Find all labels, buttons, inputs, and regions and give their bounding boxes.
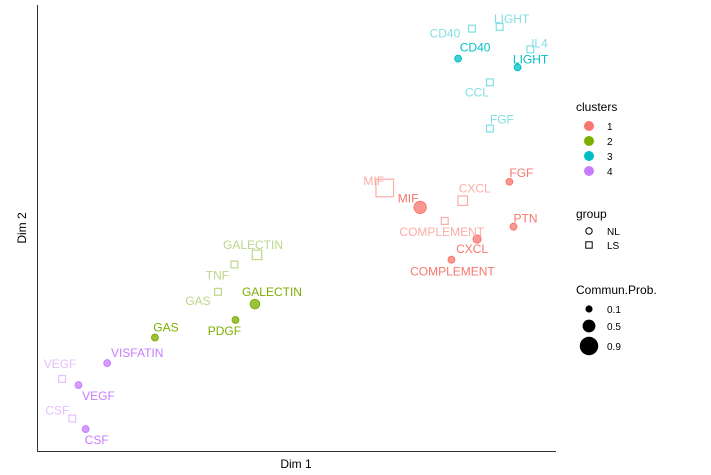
data-point [505,177,514,186]
point-label: FGF [509,166,533,180]
legend: clusters group Commun.Prob. 1 2 3 4 NL LS 0.1 0… [576,100,657,356]
data-point [472,234,482,244]
legend-prob-key [585,305,593,313]
point-label: PTN [513,212,537,226]
point-label: GAS [153,321,178,335]
legend-cluster-key [584,136,594,146]
point-label: GAS [185,294,210,308]
legend-group-label: NL [607,227,620,238]
legend-prob-key [582,319,596,333]
data-point [485,78,494,87]
point-label: VISFATIN [111,346,163,360]
data-point [447,255,456,264]
data-points [58,22,535,433]
data-point [230,260,239,269]
data-point [467,24,476,33]
data-point [251,249,263,261]
point-label: CSF [45,404,69,418]
data-point [68,414,77,423]
data-point [413,200,427,214]
point-label: CSF [85,433,109,447]
legend-prob-key [579,336,599,356]
point-labels: CD40LIGHTIL4CD40LIGHTCCLFGFFGFMIFMIFCXCL… [44,12,549,447]
data-point [151,333,159,342]
data-point [214,287,223,296]
point-label: COMPLEMENT [410,265,495,279]
point-label: CXCL [456,242,488,256]
data-point [495,22,504,31]
data-point [526,45,535,54]
legend-cluster-key [584,151,594,161]
legend-group-key [585,227,593,235]
point-label: IL4 [531,36,548,50]
data-point [454,54,462,63]
legend-prob-label: 0.9 [607,342,621,353]
point-label: CD40 [430,27,461,41]
legend-cluster-key [584,166,594,176]
legend-prob-label: 0.5 [607,322,621,333]
x-axis-title: Dim 1 [280,457,312,471]
point-label: LIGHT [494,12,530,26]
point-label: MIF [398,191,419,205]
data-point [231,316,240,324]
point-label: GALECTIN [242,285,302,299]
legend-cluster-label: 1 [607,122,613,133]
legend-cluster-label: 4 [607,167,613,178]
data-point [58,374,67,383]
point-label: PDGF [208,324,241,338]
legend-prob-label: 0.1 [607,305,621,316]
data-point [74,381,83,389]
point-label: MIF [363,174,384,188]
data-point [375,178,395,198]
legend-cluster-label: 2 [607,137,613,148]
point-label: FGF [490,113,514,127]
legend-group-key [585,241,593,249]
legend-group-label: LS [607,241,620,252]
point-label: VEGF [82,389,115,403]
data-point [440,216,449,225]
point-label: COMPLEMENT [399,225,484,239]
y-axis-title: Dim 2 [15,212,29,244]
point-label: VEGF [44,357,77,371]
legend-prob-title: Commun.Prob. [576,283,657,297]
data-point [103,359,112,367]
point-label: CD40 [460,41,491,55]
point-label: CCL [465,85,489,99]
point-label: GALECTIN [223,238,283,252]
legend-clusters-title: clusters [576,100,617,114]
data-point [485,124,494,133]
data-point [513,63,522,72]
data-point [249,298,261,310]
point-label: TNF [206,269,229,283]
data-point [509,222,518,231]
legend-cluster-label: 3 [607,152,613,163]
legend-cluster-key [584,121,594,131]
point-label: CXCL [459,182,491,196]
data-point [457,195,469,207]
axes: Dim 1 Dim 2 [15,5,556,471]
data-point [81,425,90,433]
legend-group-title: group [576,207,607,221]
point-label: LIGHT [513,52,549,66]
